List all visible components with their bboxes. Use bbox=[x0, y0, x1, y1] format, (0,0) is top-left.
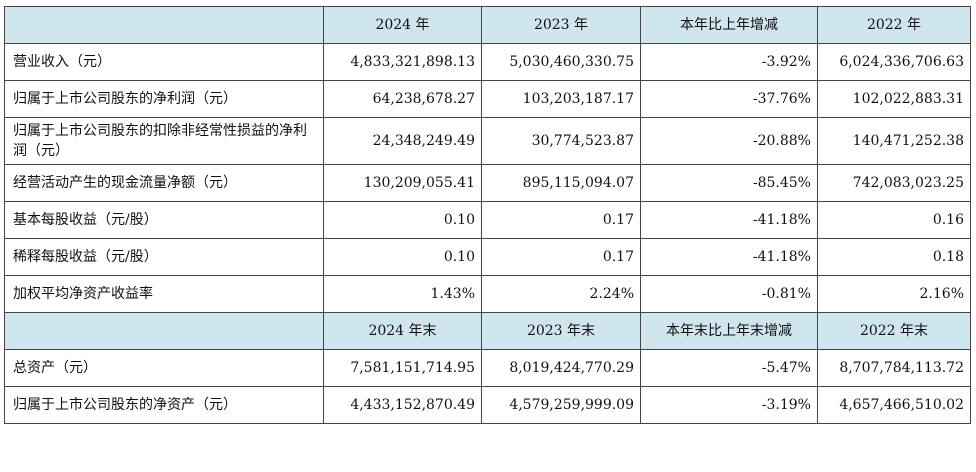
table-row: 归属于上市公司股东的净利润（元） 64,238,678.27 103,203,1… bbox=[4, 80, 971, 118]
header-col-yoy-end-change: 本年末比上年末增减 bbox=[640, 312, 818, 350]
cell-2022: 0.18 bbox=[817, 238, 971, 276]
row-label: 基本每股收益（元/股） bbox=[4, 201, 324, 239]
table-row: 总资产（元） 7,581,151,714.95 8,019,424,770.29… bbox=[4, 349, 971, 387]
cell-change: -41.18% bbox=[640, 201, 818, 239]
cell-2022: 140,471,252.38 bbox=[817, 117, 971, 165]
cell-2022-end: 4,657,466,510.02 bbox=[817, 386, 971, 424]
table-row: 基本每股收益（元/股） 0.10 0.17 -41.18% 0.16 bbox=[4, 201, 971, 239]
cell-2023: 30,774,523.87 bbox=[481, 117, 641, 165]
cell-2022: 2.16% bbox=[817, 275, 971, 313]
row-label: 加权平均净资产收益率 bbox=[4, 275, 324, 313]
table-row: 归属于上市公司股东的净资产（元） 4,433,152,870.49 4,579,… bbox=[4, 386, 971, 424]
header-col-2022-end: 2022 年末 bbox=[817, 312, 971, 350]
financial-summary-table: 2024 年 2023 年 本年比上年增减 2022 年 营业收入（元） 4,8… bbox=[4, 6, 971, 424]
header-blank-cell bbox=[4, 6, 324, 44]
cell-2023-end: 8,019,424,770.29 bbox=[481, 349, 641, 387]
header-col-2022: 2022 年 bbox=[817, 6, 971, 44]
header-row-annual: 2024 年 2023 年 本年比上年增减 2022 年 bbox=[4, 6, 971, 44]
table-row: 稀释每股收益（元/股） 0.10 0.17 -41.18% 0.18 bbox=[4, 238, 971, 276]
cell-2023: 2.24% bbox=[481, 275, 641, 313]
header-col-2023: 2023 年 bbox=[481, 6, 641, 44]
cell-2023-end: 4,579,259,999.09 bbox=[481, 386, 641, 424]
cell-change: -85.45% bbox=[640, 164, 818, 202]
cell-2024: 64,238,678.27 bbox=[323, 80, 482, 118]
header-blank-cell bbox=[4, 312, 324, 350]
table-row: 加权平均净资产收益率 1.43% 2.24% -0.81% 2.16% bbox=[4, 275, 971, 313]
cell-2024: 4,833,321,898.13 bbox=[323, 43, 482, 81]
row-label: 归属于上市公司股东的净资产（元） bbox=[4, 386, 324, 424]
cell-2024: 24,348,249.49 bbox=[323, 117, 482, 165]
cell-2024-end: 7,581,151,714.95 bbox=[323, 349, 482, 387]
cell-change: -20.88% bbox=[640, 117, 818, 165]
row-label: 归属于上市公司股东的扣除非经常性损益的净利润（元） bbox=[4, 117, 324, 165]
table-row: 经营活动产生的现金流量净额（元） 130,209,055.41 895,115,… bbox=[4, 164, 971, 202]
header-col-yoy-change: 本年比上年增减 bbox=[640, 6, 818, 44]
row-label: 经营活动产生的现金流量净额（元） bbox=[4, 164, 324, 202]
table-row: 营业收入（元） 4,833,321,898.13 5,030,460,330.7… bbox=[4, 43, 971, 81]
cell-2024: 1.43% bbox=[323, 275, 482, 313]
cell-2022: 102,022,883.31 bbox=[817, 80, 971, 118]
cell-2022: 742,083,023.25 bbox=[817, 164, 971, 202]
cell-2023: 895,115,094.07 bbox=[481, 164, 641, 202]
cell-2024: 0.10 bbox=[323, 238, 482, 276]
cell-change: -37.76% bbox=[640, 80, 818, 118]
cell-2023: 0.17 bbox=[481, 201, 641, 239]
cell-change: -0.81% bbox=[640, 275, 818, 313]
cell-2022: 0.16 bbox=[817, 201, 971, 239]
cell-change: -5.47% bbox=[640, 349, 818, 387]
financial-summary-table-container: 2024 年 2023 年 本年比上年增减 2022 年 营业收入（元） 4,8… bbox=[4, 6, 971, 424]
cell-2024: 0.10 bbox=[323, 201, 482, 239]
header-col-2024: 2024 年 bbox=[323, 6, 482, 44]
cell-change: -3.19% bbox=[640, 386, 818, 424]
cell-change: -41.18% bbox=[640, 238, 818, 276]
header-row-year-end: 2024 年末 2023 年末 本年末比上年末增减 2022 年末 bbox=[4, 312, 971, 350]
row-label: 总资产（元） bbox=[4, 349, 324, 387]
cell-change: -3.92% bbox=[640, 43, 818, 81]
header-col-2023-end: 2023 年末 bbox=[481, 312, 641, 350]
cell-2024-end: 4,433,152,870.49 bbox=[323, 386, 482, 424]
header-col-2024-end: 2024 年末 bbox=[323, 312, 482, 350]
cell-2023: 103,203,187.17 bbox=[481, 80, 641, 118]
cell-2024: 130,209,055.41 bbox=[323, 164, 482, 202]
cell-2022: 6,024,336,706.63 bbox=[817, 43, 971, 81]
row-label: 归属于上市公司股东的净利润（元） bbox=[4, 80, 324, 118]
row-label: 营业收入（元） bbox=[4, 43, 324, 81]
cell-2022-end: 8,707,784,113.72 bbox=[817, 349, 971, 387]
cell-2023: 5,030,460,330.75 bbox=[481, 43, 641, 81]
table-row: 归属于上市公司股东的扣除非经常性损益的净利润（元） 24,348,249.49 … bbox=[4, 117, 971, 165]
cell-2023: 0.17 bbox=[481, 238, 641, 276]
row-label: 稀释每股收益（元/股） bbox=[4, 238, 324, 276]
